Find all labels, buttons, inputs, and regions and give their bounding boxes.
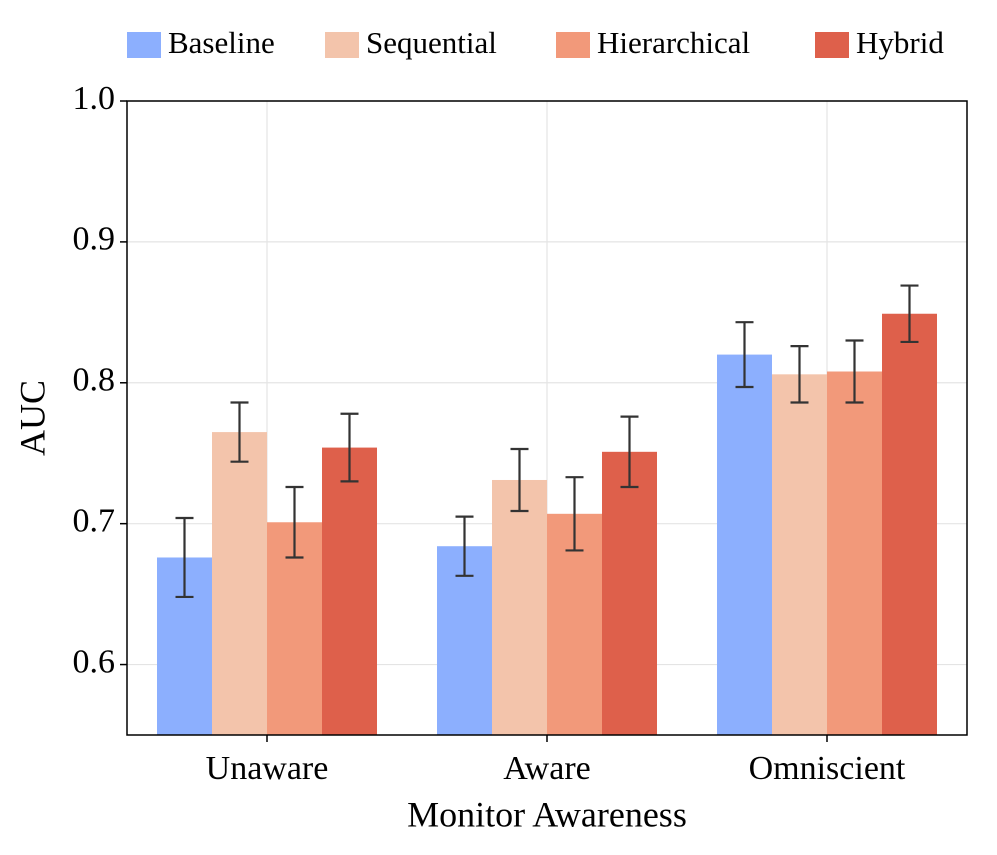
x-tick-label: Aware bbox=[503, 750, 591, 787]
legend-label: Baseline bbox=[168, 25, 275, 60]
plot-frame bbox=[126, 100, 968, 736]
error-bar bbox=[565, 476, 584, 552]
legend-swatch bbox=[127, 32, 161, 58]
x-tick-label: Omniscient bbox=[749, 750, 906, 787]
error-bar bbox=[845, 339, 864, 404]
y-tick-label: 0.7 bbox=[73, 502, 116, 539]
legend-label: Hierarchical bbox=[597, 25, 750, 60]
y-axis-label: AUC bbox=[12, 380, 52, 456]
error-bar bbox=[340, 412, 359, 483]
bar bbox=[322, 447, 377, 735]
legend-swatch bbox=[815, 32, 849, 58]
x-tick-label: Unaware bbox=[206, 750, 329, 787]
error-bar bbox=[735, 321, 754, 389]
bar bbox=[772, 374, 827, 735]
bar bbox=[492, 479, 547, 735]
bar bbox=[437, 546, 492, 735]
y-tick-label: 0.8 bbox=[73, 362, 116, 399]
bar bbox=[882, 313, 937, 735]
legend-label: Hybrid bbox=[856, 25, 944, 60]
error-bar bbox=[285, 485, 304, 559]
bar bbox=[602, 451, 657, 735]
bar bbox=[717, 354, 772, 735]
y-tick-label: 1.0 bbox=[73, 80, 116, 117]
legend-swatch bbox=[325, 32, 359, 58]
error-bar bbox=[175, 516, 194, 599]
bar bbox=[212, 432, 267, 735]
error-bar bbox=[510, 447, 529, 513]
legend-swatch bbox=[556, 32, 590, 58]
legend-label: Sequential bbox=[366, 25, 497, 60]
error-bar bbox=[900, 284, 919, 344]
error-bar bbox=[455, 515, 474, 577]
y-tick-label: 0.9 bbox=[73, 221, 116, 258]
bar bbox=[827, 371, 882, 735]
error-bar bbox=[790, 345, 809, 404]
x-axis-label: Monitor Awareness bbox=[407, 794, 687, 834]
y-tick-label: 0.6 bbox=[73, 643, 116, 680]
error-bar bbox=[230, 401, 249, 463]
error-bar bbox=[620, 415, 639, 489]
